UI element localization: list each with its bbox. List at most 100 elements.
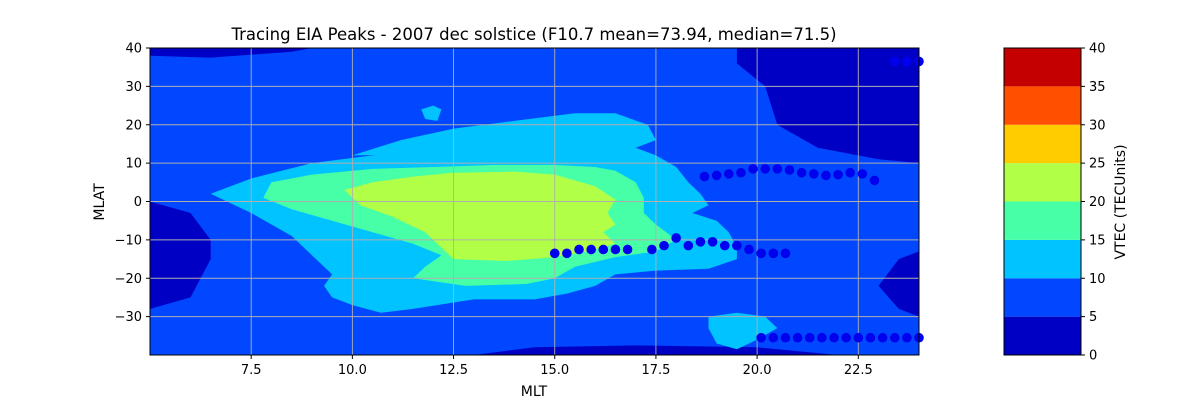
peak-point-south — [574, 244, 584, 255]
peak-point-north — [748, 164, 758, 174]
x-tick-label: 17.5 — [641, 363, 670, 378]
colorbar-segment — [1004, 201, 1081, 240]
peak-point-north — [796, 167, 807, 178]
x-axis-label: MLT — [521, 384, 548, 400]
contour-10-15-upper-lobe — [352, 113, 656, 156]
peak-point-lower-edge — [817, 332, 827, 343]
peak-point-north — [784, 165, 795, 175]
peak-point-south — [756, 248, 766, 259]
y-axis-label: MLAT — [92, 183, 108, 221]
peak-point-lower-edge — [804, 332, 815, 343]
peak-point-north — [736, 167, 746, 178]
colorbar-segment — [1004, 48, 1081, 87]
colorbar: 0 5 10 15 20 25 30 35 40 — [1003, 42, 1106, 364]
peak-point-south — [659, 240, 669, 251]
x-axis: 7.5 10.0 12.5 15.0 17.5 20.0 22.5 — [241, 355, 873, 378]
contour-layer — [150, 48, 919, 355]
peak-point-lower-edge — [902, 332, 912, 343]
y-tick-label: −20 — [115, 272, 142, 287]
peak-point-north — [833, 169, 843, 180]
x-tick-label: 7.5 — [241, 363, 262, 378]
y-axis: −30 −20 −10 0 10 20 30 40 — [115, 42, 150, 325]
peak-point-south — [732, 240, 742, 251]
colorbar-segment — [1004, 163, 1081, 202]
peak-point-lower-edge — [841, 332, 851, 343]
peak-point-south — [683, 240, 694, 251]
y-tick-label: −10 — [115, 233, 142, 248]
peak-point-north — [772, 164, 783, 174]
peak-point-lower-edge — [756, 332, 766, 343]
x-tick-label: 12.5 — [439, 363, 468, 378]
peak-point-south — [647, 244, 657, 255]
colorbar-tick-label: 30 — [1089, 118, 1106, 133]
peak-point-south — [610, 244, 621, 255]
contour-0-5-top-right — [736, 48, 919, 164]
colorbar-tick-label: 5 — [1089, 310, 1097, 325]
colorbar-segment — [1004, 239, 1081, 279]
peak-point-south — [622, 244, 633, 255]
colorbar-tick-label: 25 — [1089, 157, 1106, 172]
peak-point-south — [695, 236, 706, 247]
peak-point-lower-edge — [792, 332, 803, 343]
x-tick-label: 15.0 — [540, 363, 569, 378]
peak-point-south — [586, 244, 596, 255]
colorbar-segment — [1004, 124, 1081, 164]
colorbar-tick-label: 35 — [1089, 80, 1106, 95]
plot-area — [149, 47, 924, 356]
peak-point-north — [857, 169, 868, 179]
chart-title: Tracing EIA Peaks - 2007 dec solstice (F… — [230, 25, 836, 44]
colorbar-segment — [1004, 278, 1081, 317]
colorbar-tick-label: 0 — [1089, 349, 1097, 364]
peak-point-lower-edge — [889, 332, 900, 343]
peak-point-lower-edge — [768, 332, 779, 343]
peak-point-south — [671, 233, 681, 243]
peak-point-north — [760, 164, 770, 174]
peak-point-north — [845, 167, 855, 178]
peak-point-north — [869, 175, 880, 186]
peak-point-south — [707, 236, 718, 247]
x-tick-label: 10.0 — [338, 363, 367, 378]
y-tick-label: 40 — [125, 42, 142, 57]
contour-10-15-small-top — [421, 105, 442, 121]
colorbar-label: VTEC (TECUnits) — [1113, 144, 1129, 259]
peak-point-north — [723, 169, 734, 179]
peak-point-south — [768, 248, 779, 259]
colorbar-segment — [1004, 316, 1081, 355]
peak-point-south — [549, 248, 560, 259]
y-tick-label: 0 — [134, 195, 142, 210]
y-tick-label: 20 — [125, 118, 142, 133]
contour-0-5-right-lower — [878, 251, 919, 317]
colorbar-segment — [1004, 86, 1081, 125]
peak-point-upper-edge — [902, 56, 912, 67]
colorbar-tick-label: 40 — [1089, 42, 1106, 57]
peak-point-south — [562, 248, 572, 259]
peak-point-north — [711, 170, 722, 181]
y-tick-label: −30 — [115, 310, 142, 325]
peak-point-south — [780, 248, 791, 259]
peak-point-lower-edge — [780, 332, 791, 343]
colorbar-tick-label: 15 — [1089, 233, 1106, 248]
peak-point-south — [598, 244, 609, 255]
contour-0-5-top-left — [150, 48, 312, 58]
peak-point-lower-edge — [853, 332, 864, 343]
contour-10-15-lower-right-blob — [708, 312, 778, 350]
scatter-layer — [549, 56, 924, 343]
peak-point-lower-edge — [877, 332, 888, 343]
peak-point-south — [719, 240, 730, 251]
peak-point-north — [808, 169, 819, 179]
peak-point-north — [699, 171, 710, 182]
y-tick-label: 30 — [125, 80, 142, 95]
y-tick-label: 10 — [125, 157, 142, 172]
peak-point-north — [821, 170, 831, 181]
contour-0-5-left-edge — [150, 201, 211, 309]
peak-point-lower-edge — [865, 332, 876, 343]
colorbar-tick-label: 20 — [1089, 195, 1106, 210]
contour-20-25-core — [344, 171, 616, 261]
x-tick-label: 22.5 — [844, 363, 873, 378]
peak-point-lower-edge — [829, 332, 839, 343]
colorbar-tick-label: 10 — [1089, 272, 1106, 287]
peak-point-upper-edge — [889, 56, 900, 67]
x-tick-label: 20.0 — [743, 363, 772, 378]
peak-point-south — [744, 244, 754, 255]
